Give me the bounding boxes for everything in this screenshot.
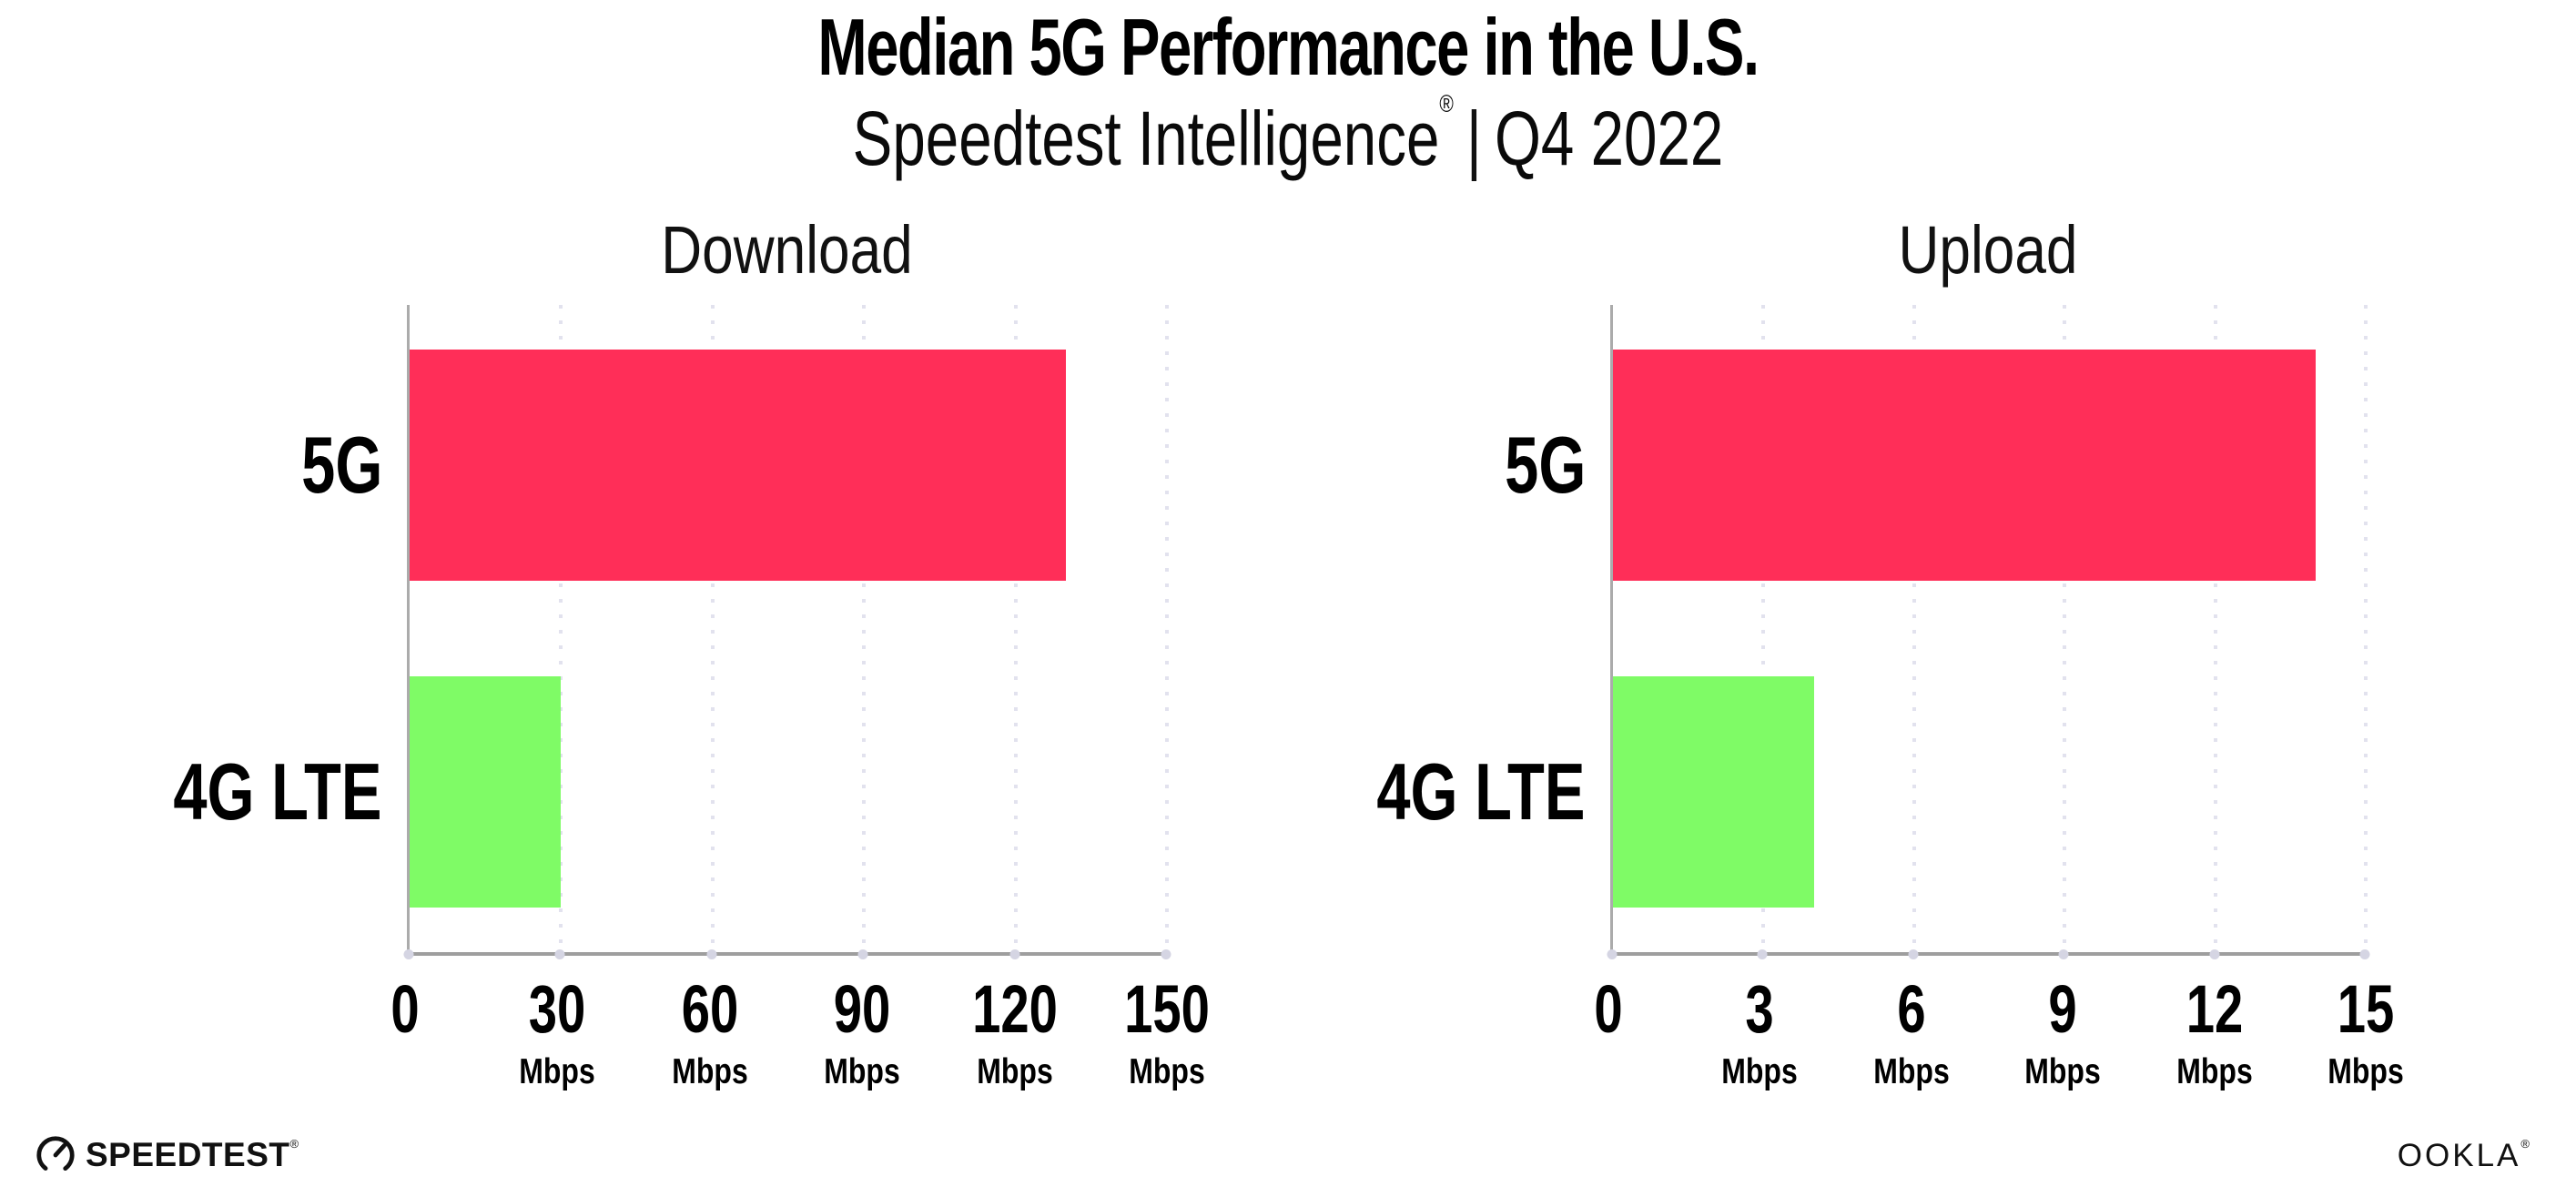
- tick-unit: Mbps: [2328, 1051, 2404, 1091]
- x-tick-label: 15 Mbps: [2319, 974, 2412, 1090]
- x-axis-labels: 0 30 Mbps 60 Mbps 90 Mbps 120 Mbps 150 Mbps: [390, 974, 1210, 1129]
- x-tick-label: 30 Mbps: [511, 974, 603, 1090]
- x-tick-label: 3 Mbps: [1713, 974, 1806, 1090]
- axis-tick-dot: [554, 949, 565, 959]
- gridline: [2364, 305, 2368, 952]
- ookla-label: OOKLA: [2397, 1137, 2521, 1173]
- tick-number: 120: [971, 971, 1058, 1047]
- category-label: 4G LTE: [173, 746, 382, 837]
- speedtest-wordmark: SPEEDTEST®: [86, 1138, 299, 1172]
- axis-tick-dot: [403, 949, 414, 959]
- x-tick-label: 60 Mbps: [664, 974, 756, 1090]
- tick-number: 15: [2337, 971, 2395, 1047]
- tick-number: 0: [390, 971, 420, 1047]
- x-tick-label: 12 Mbps: [2168, 974, 2261, 1090]
- category-label: 5G: [300, 419, 382, 510]
- chart-title: Download: [661, 212, 913, 288]
- x-tick-label: 120 Mbps: [958, 974, 1070, 1090]
- subtitle-brand: Speedtest Intelligence: [852, 96, 1440, 181]
- x-tick-label: 0: [386, 974, 423, 1045]
- bar-4g-lte: [410, 676, 562, 908]
- tick-unit: Mbps: [1129, 1051, 1205, 1091]
- tick-unit: Mbps: [1873, 1051, 1950, 1091]
- x-tick-label: 90 Mbps: [816, 974, 908, 1090]
- axis-tick-dot: [1908, 949, 1919, 959]
- tick-number: 9: [2048, 971, 2077, 1047]
- tick-number: 3: [1745, 971, 1775, 1047]
- axis-tick-dot: [706, 949, 717, 959]
- gridline: [1165, 305, 1169, 952]
- axis-tick-dot: [1607, 949, 1618, 959]
- axis-tick-dot: [2058, 949, 2069, 959]
- x-tick-label: 150 Mbps: [1111, 974, 1222, 1090]
- registered-trademark-mark: ®: [1439, 90, 1454, 117]
- subtitle-period: Q4 2022: [1494, 96, 1724, 181]
- x-tick-label: 0: [1589, 974, 1627, 1045]
- speedtest-label: SPEEDTEST: [86, 1135, 290, 1173]
- axis-tick-dot: [857, 949, 868, 959]
- tick-unit: Mbps: [672, 1051, 748, 1091]
- x-tick-label: 9 Mbps: [2016, 974, 2109, 1090]
- x-tick-label: 6 Mbps: [1865, 974, 1958, 1090]
- speedtest-logo: SPEEDTEST®: [35, 1133, 299, 1175]
- chart-title: Upload: [1898, 212, 2078, 288]
- footer: SPEEDTEST® OOKLA®: [35, 1133, 2532, 1175]
- plot-area: 5G 4G LTE: [1377, 305, 2370, 959]
- tick-number: 6: [1897, 971, 1926, 1047]
- page-subtitle: Speedtest Intelligence® | Q4 2022: [283, 90, 2292, 181]
- chart-upload: Upload 5G 4G LTE 0 3 Mbps 6 Mbps 9 Mbps 12 Mbps 15…: [1377, 212, 2404, 1090]
- axis-tick-dot: [1757, 949, 1768, 959]
- tick-number: 60: [681, 971, 739, 1047]
- tick-unit: Mbps: [519, 1051, 596, 1091]
- tick-unit: Mbps: [2175, 1051, 2253, 1091]
- tick-unit: Mbps: [824, 1051, 900, 1091]
- tick-unit: Mbps: [2024, 1051, 2101, 1091]
- tick-number: 150: [1124, 971, 1210, 1047]
- tick-unit: Mbps: [976, 1051, 1053, 1091]
- speedtest-gauge-icon: [36, 1136, 75, 1174]
- axis-tick-dot: [1161, 949, 1171, 959]
- subtitle-divider: |: [1465, 96, 1482, 181]
- page-title: Median 5G Performance in the U.S.: [817, 2, 1760, 92]
- speedtest-trademark-mark: ®: [289, 1136, 299, 1151]
- plot-area: 5G 4G LTE: [174, 305, 1171, 959]
- ookla-trademark-mark: ®: [2520, 1136, 2532, 1151]
- tick-number: 30: [529, 971, 586, 1047]
- tick-number: 90: [833, 971, 891, 1047]
- bar-5g: [410, 350, 1067, 581]
- bar-5g: [1613, 350, 2316, 581]
- bar-4g-lte: [1613, 676, 1814, 908]
- tick-number: 12: [2186, 971, 2243, 1047]
- ookla-logo: OOKLA®: [2398, 1138, 2532, 1172]
- tick-number: 0: [1594, 971, 1623, 1047]
- chart-download: Download 5G 4G LTE 0 30 Mbps 60 Mbps 90 Mbps 120…: [174, 212, 1210, 1090]
- category-label: 5G: [1504, 419, 1586, 510]
- tick-unit: Mbps: [1721, 1051, 1799, 1091]
- axis-tick-dot: [2209, 949, 2220, 959]
- category-label: 4G LTE: [1376, 746, 1586, 837]
- x-axis-labels: 0 3 Mbps 6 Mbps 9 Mbps 12 Mbps 15 Mbps: [1594, 974, 2403, 1129]
- axis-tick-dot: [1009, 949, 1020, 959]
- axis-tick-dot: [2359, 949, 2370, 959]
